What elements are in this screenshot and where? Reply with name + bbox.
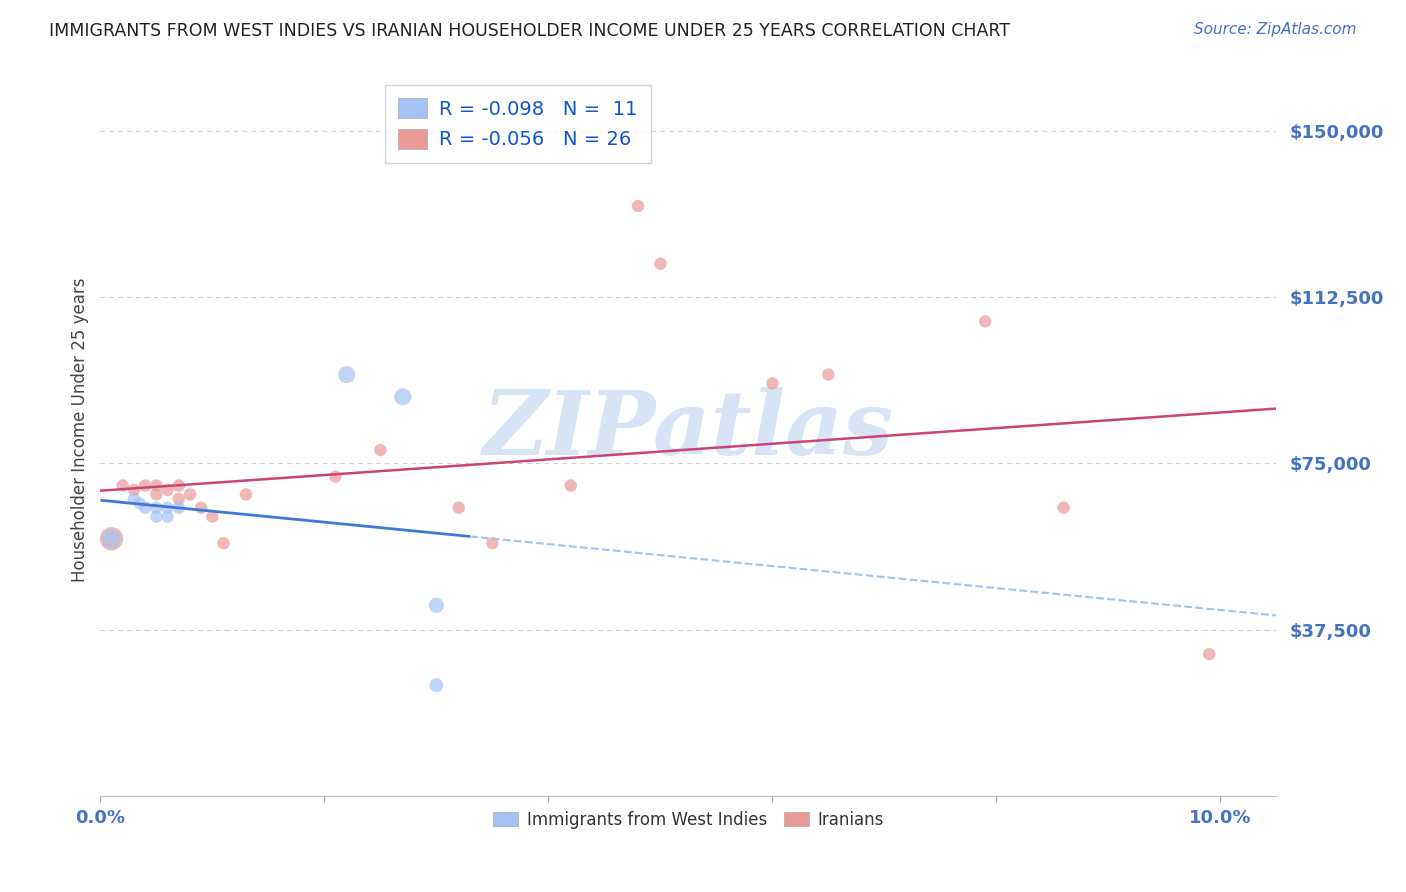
Point xyxy=(235,487,257,501)
Point xyxy=(325,469,347,483)
Point xyxy=(1052,500,1074,515)
Point xyxy=(145,487,167,501)
Text: ZIPatlas: ZIPatlas xyxy=(482,387,894,474)
Point xyxy=(145,509,167,524)
Point xyxy=(156,500,179,515)
Point xyxy=(425,678,447,692)
Point xyxy=(1198,647,1220,661)
Point xyxy=(336,368,359,382)
Point xyxy=(111,478,134,492)
Point xyxy=(425,599,447,613)
Point xyxy=(391,390,413,404)
Point xyxy=(817,368,839,382)
Point xyxy=(481,536,503,550)
Point xyxy=(190,500,212,515)
Point xyxy=(156,483,179,497)
Point xyxy=(134,500,156,515)
Point xyxy=(201,509,224,524)
Point xyxy=(974,314,997,328)
Point xyxy=(156,509,179,524)
Text: IMMIGRANTS FROM WEST INDIES VS IRANIAN HOUSEHOLDER INCOME UNDER 25 YEARS CORRELA: IMMIGRANTS FROM WEST INDIES VS IRANIAN H… xyxy=(49,22,1010,40)
Point xyxy=(145,478,167,492)
Text: Source: ZipAtlas.com: Source: ZipAtlas.com xyxy=(1194,22,1357,37)
Point xyxy=(627,199,650,213)
Point xyxy=(560,478,582,492)
Point xyxy=(167,491,190,506)
Point xyxy=(167,478,190,492)
Point xyxy=(167,500,190,515)
Y-axis label: Householder Income Under 25 years: Householder Income Under 25 years xyxy=(72,277,89,582)
Point xyxy=(212,536,235,550)
Point xyxy=(128,496,150,510)
Point xyxy=(134,478,156,492)
Point xyxy=(100,532,122,546)
Point xyxy=(122,483,145,497)
Point xyxy=(447,500,470,515)
Point xyxy=(370,443,392,458)
Legend: Immigrants from West Indies, Iranians: Immigrants from West Indies, Iranians xyxy=(486,804,890,835)
Point xyxy=(179,487,201,501)
Point xyxy=(145,500,167,515)
Point xyxy=(122,491,145,506)
Point xyxy=(761,376,783,391)
Point xyxy=(100,532,122,546)
Point xyxy=(650,257,672,271)
